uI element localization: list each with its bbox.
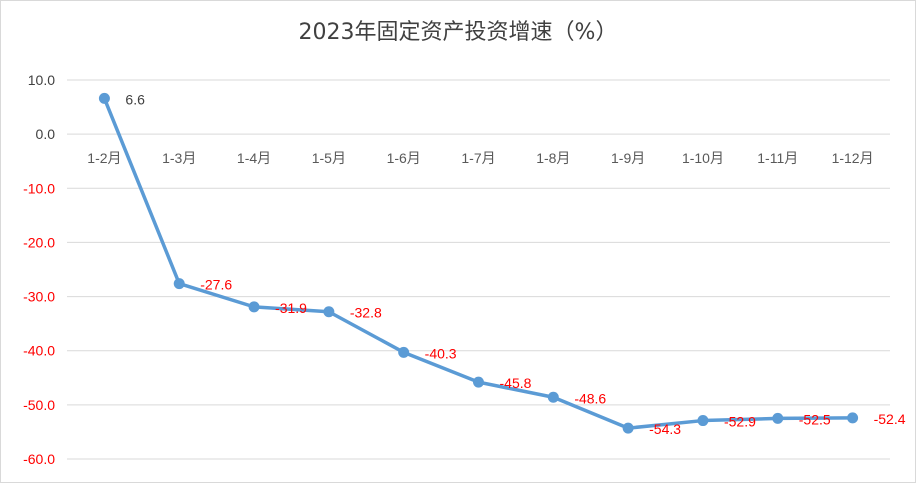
x-tick-label: 1-10月 [682,150,724,166]
data-label: -54.3 [649,421,681,437]
x-tick-label: 1-11月 [757,150,798,166]
data-label: -52.9 [724,414,756,430]
data-label: -31.9 [275,300,307,316]
data-label: -27.6 [200,277,232,293]
x-tick-label: 1-9月 [611,150,645,166]
data-point [547,391,559,403]
data-point [622,422,634,434]
data-point [398,346,410,358]
data-point [473,376,484,388]
y-tick-label: 0.0 [36,126,56,142]
data-point [697,415,709,427]
x-tick-label: 1-6月 [387,150,421,166]
data-point [248,301,260,313]
x-tick-label: 1-12月 [832,150,874,166]
y-tick-label: -20.0 [23,234,55,250]
x-tick-label: 1-2月 [87,150,121,166]
x-tick-label: 1-5月 [312,150,346,166]
data-label: -45.8 [500,375,532,391]
data-point [98,92,110,104]
y-tick-label: -40.0 [23,343,55,359]
x-tick-label: 1-8月 [536,150,570,166]
data-label: 6.6 [125,91,145,107]
chart-title: 2023年固定资产投资增速（%） [298,20,618,45]
y-tick-label: -50.0 [23,397,55,413]
x-tick-label: 1-4月 [237,150,271,166]
data-label: -48.6 [574,390,606,406]
y-tick-label: -30.0 [23,289,55,305]
data-point [173,278,185,290]
data-point [847,412,859,424]
data-label: -52.5 [799,411,831,427]
x-tick-label: 1-7月 [461,150,495,166]
y-tick-label: -60.0 [23,451,55,467]
y-tick-label: 10.0 [28,72,55,88]
data-point [323,306,335,318]
data-label: -32.8 [350,305,382,321]
y-tick-label: -10.0 [23,180,55,196]
data-label: -52.4 [874,411,906,427]
x-tick-label: 1-3月 [162,150,196,166]
data-label: -40.3 [425,345,457,361]
data-point [772,412,784,424]
